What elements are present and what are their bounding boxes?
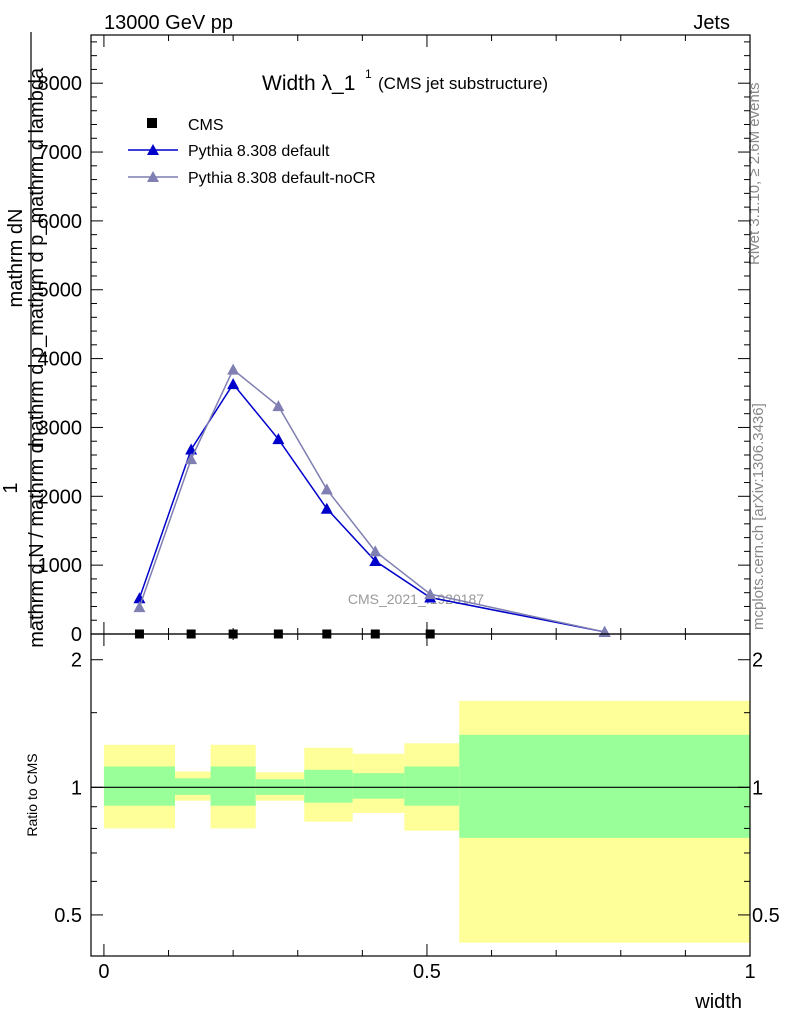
chart-title-superscript: 1 (365, 67, 372, 81)
main-y-tick-label: 7000 (38, 142, 83, 164)
rivet-version-label: Rivet 3.1.10, ≥ 2.6M events (746, 83, 763, 266)
ratio-y-tick-label-right: 1 (752, 777, 763, 799)
legend-marker-cms (147, 118, 157, 128)
analysis-watermark: CMS_2021_I1920187 (348, 591, 484, 607)
main-y-ticks: 0 1000 2000 3000 4000 5000 6000 7000 8000 (38, 35, 751, 646)
legend: CMS Pythia 8.308 default Pythia 8.308 de… (128, 117, 376, 187)
ratio-y-tick-label: 1 (71, 777, 82, 799)
ylabel-prefix-denominator: mathrm d N / mathrm d (26, 442, 48, 648)
x-axis-label: width (694, 991, 742, 1013)
x-tick-label: 0.5 (413, 961, 441, 983)
ratio-y-tick-label-right: 2 (752, 650, 763, 672)
legend-entry-pythia-default: Pythia 8.308 default (128, 143, 330, 160)
main-y-tick-label: 8000 (38, 73, 83, 95)
main-y-tick-label: 3000 (38, 417, 83, 439)
legend-entry-cms: CMS (147, 117, 224, 134)
mcplots-label: mcplots.cern.ch [arXiv:1306.3436] (750, 403, 767, 630)
legend-label-cms: CMS (188, 117, 224, 134)
main-y-tick-label: 4000 (38, 349, 83, 371)
main-y-tick-label: 0 (71, 624, 82, 646)
ratio-band-inner (459, 734, 750, 838)
chart-subtitle: (CMS jet substructure) (378, 74, 548, 93)
header-right-label: Jets (693, 12, 730, 34)
x-tick-label: 1 (744, 961, 755, 983)
main-y-tick-label: 6000 (38, 211, 83, 233)
ratio-band-inner (352, 773, 405, 799)
legend-entry-pythia-nocr: Pythia 8.308 default-noCR (128, 170, 376, 187)
ratio-uncertainty-bands (103, 700, 750, 943)
ratio-frame (90, 633, 751, 957)
series-point-triangle (133, 601, 146, 613)
ratio-band-inner (404, 766, 460, 806)
ratio-band-inner (304, 769, 353, 803)
ylabel-fraction-numerator: mathrm dN (5, 209, 27, 308)
ratio-y-tick-label-right: 0.5 (752, 905, 780, 927)
main-panel: CMS_2021_I1920187 0 1000 2000 3000 4000 5000 6… (0, 32, 751, 648)
series-point-triangle (272, 400, 285, 412)
header-left-label: 13000 GeV pp (104, 12, 233, 34)
main-series (133, 363, 611, 639)
series-point-triangle (369, 555, 382, 567)
series-line (138, 368, 605, 633)
series-point-triangle (227, 363, 240, 375)
series-point-triangle (320, 502, 333, 514)
main-y-axis-label: mathrm dN mathrm d p_mathrm d p_mathrm d… (0, 32, 48, 648)
legend-marker-pythia-default (147, 144, 159, 155)
main-y-tick-label: 5000 (38, 280, 83, 302)
series-point-triangle (424, 588, 437, 600)
ratio-band-inner (210, 766, 256, 806)
ylabel-fraction-denominator: mathrm d p_mathrm d p_mathrm d lambda (26, 67, 48, 448)
ylabel-prefix-numerator: 1 (0, 482, 22, 493)
legend-marker-pythia-nocr (147, 171, 159, 182)
series-point-triangle (369, 545, 382, 557)
main-y-tick-label: 1000 (38, 555, 83, 577)
ratio-y-tick-label: 2 (71, 650, 82, 672)
series-point-triangle (227, 378, 240, 390)
x-tick-label: 0 (98, 961, 109, 983)
ratio-y-tick-label: 0.5 (54, 905, 82, 927)
legend-label-pythia-default: Pythia 8.308 default (188, 143, 330, 160)
series-point-triangle (272, 433, 285, 445)
ratio-y-axis-label: Ratio to CMS (24, 753, 40, 836)
legend-label-pythia-nocr: Pythia 8.308 default-noCR (188, 170, 376, 187)
series-line (138, 382, 605, 633)
chart-title: Width λ_1 (262, 72, 355, 95)
ratio-band-inner (103, 766, 175, 806)
main-y-tick-label: 2000 (38, 486, 83, 508)
series-point-triangle (320, 483, 333, 495)
ratio-panel: 0.5 0.5 1 1 2 2 0 0.5 1 Ratio to CMS width (24, 633, 780, 1013)
series-point-triangle (185, 453, 198, 465)
ratio-band-inner (174, 778, 211, 795)
